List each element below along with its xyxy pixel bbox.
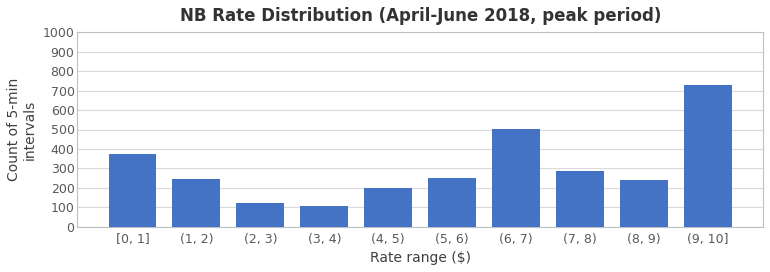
Bar [364,188,412,227]
Bar [109,154,156,227]
Bar [620,180,668,227]
Y-axis label: Count of 5-min
intervals: Count of 5-min intervals [7,78,37,181]
X-axis label: Rate range ($): Rate range ($) [370,251,470,265]
Bar [556,171,604,227]
Title: NB Rate Distribution (April-June 2018, peak period): NB Rate Distribution (April-June 2018, p… [179,7,661,25]
Bar [492,129,540,227]
Bar [236,203,284,227]
Bar [684,85,732,227]
Bar [300,206,348,227]
Bar [428,178,476,227]
Bar [172,179,220,227]
